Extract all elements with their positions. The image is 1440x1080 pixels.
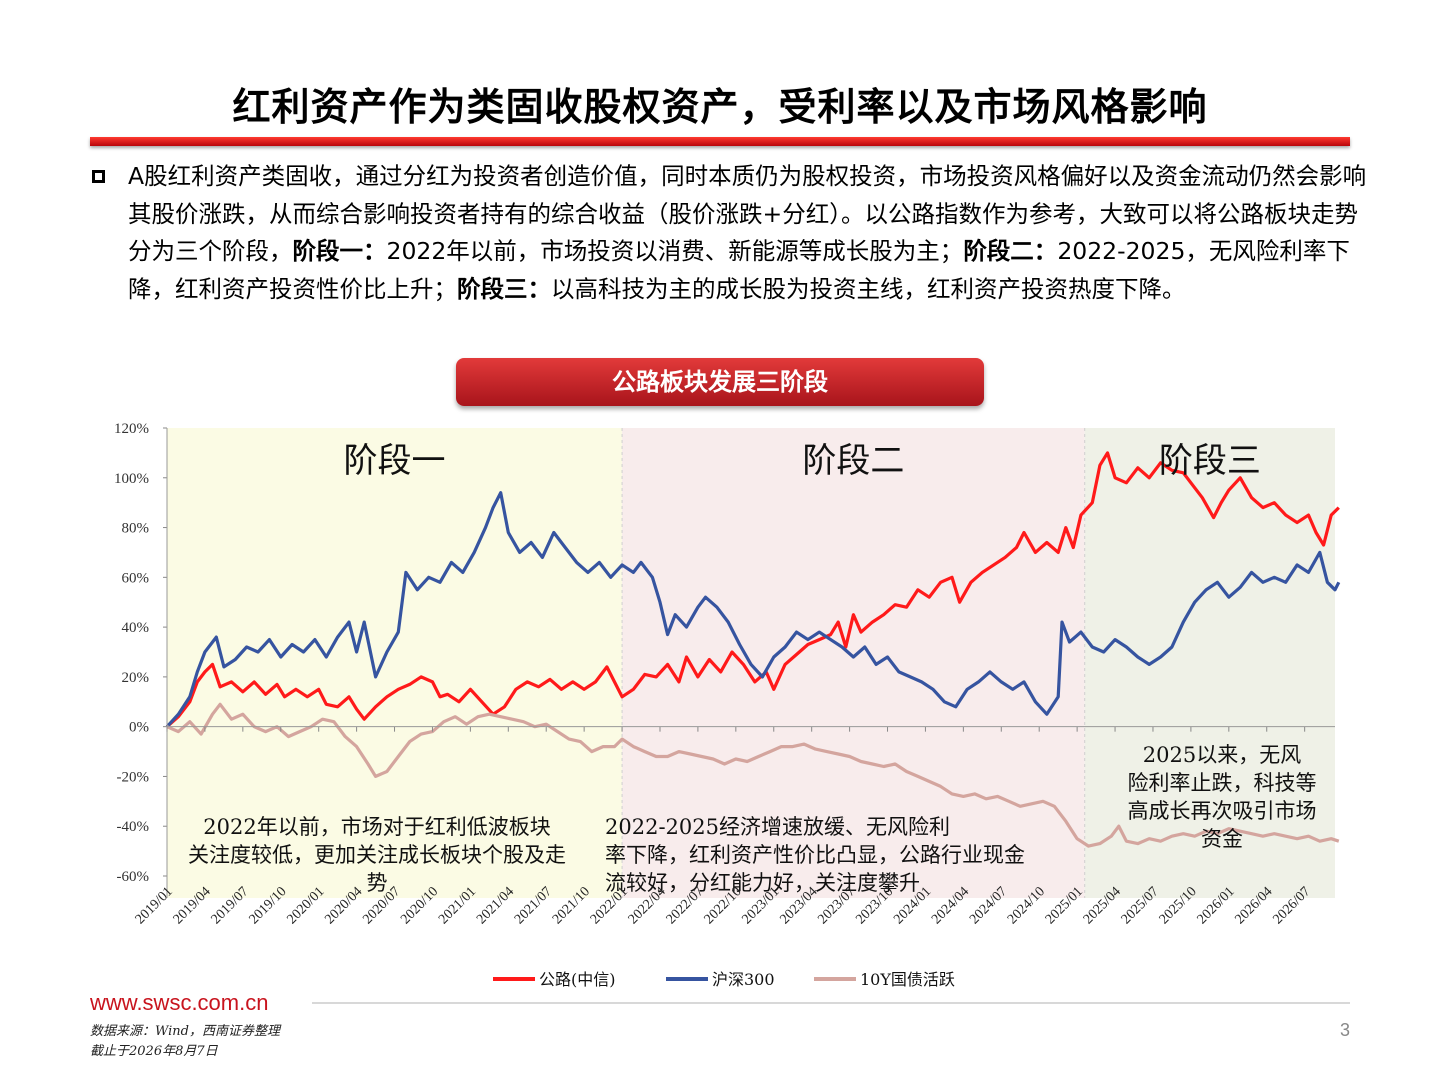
y-tick-label: 0%	[129, 720, 149, 736]
y-tick-label: -20%	[117, 769, 150, 785]
y-tick-label: -60%	[117, 869, 150, 885]
x-tick-label: 2019/01	[133, 884, 176, 927]
title-divider	[90, 137, 1350, 146]
stage1-note: 2022年以前，市场对于红利低波板块关注度较低，更加关注成长板块个股及走势	[188, 815, 566, 895]
y-tick-label: -40%	[117, 819, 150, 835]
stage3-note: 2025以来，无风险利率止跌，科技等高成长再次吸引市场资金	[1128, 743, 1317, 851]
line-chart: 阶段一 阶段二 阶段三 2022年以前，市场对于红利低波板块关注度较低，更加关注成长…	[114, 421, 1341, 989]
footer-divider	[312, 1002, 1350, 1004]
para-text-2: 2022年以前，市场投资以消费、新能源等成长股为主；	[386, 237, 964, 265]
series-line-3	[166, 702, 1340, 848]
para-text-1: A股红利资产类固收，通过分红为投资者创造价值，同时本质仍为股权投资，市场投资风格…	[128, 162, 1367, 265]
footer-website[interactable]: www.swsc.com.cn	[90, 990, 269, 1015]
stage-label-3: 阶段三	[1159, 441, 1261, 481]
y-tick-label: 60%	[122, 570, 150, 586]
cutoff-date-line: 截止于2026年8月7日	[90, 1044, 218, 1059]
para-text-3: 2022-2025，无风险利率下降，红利资产投资性价比上升；	[128, 237, 1350, 303]
y-tick-label: 20%	[122, 670, 150, 686]
stage3-label: 阶段三：	[457, 274, 551, 303]
body-paragraph: A股红利资产类固收，通过分红为投资者创造价值，同时本质仍为股权投资，市场投资风格…	[128, 158, 1368, 308]
stage-band-2	[622, 428, 1085, 898]
source-line: 数据来源：Wind，西南证券整理	[90, 1024, 280, 1039]
series-line-2	[165, 491, 1341, 728]
stage2-label: 阶段二：	[963, 237, 1058, 265]
y-tick-label: 100%	[114, 471, 149, 487]
stage-band-1	[167, 428, 623, 898]
stage2-note: 2022-2025经济增速放缓、无风险利率下降，红利资产性价比凸显，公路行业现金…	[605, 815, 1025, 895]
page-number: 3	[1340, 1020, 1351, 1040]
legend-label-1: 公路(中信)	[539, 970, 616, 989]
data-source: 数据来源：Wind，西南证券整理 截止于2026年8月7日	[90, 1022, 280, 1062]
para-text-4: 以高科技为主的成长股为投资主线，红利资产投资热度下降。	[551, 274, 1186, 303]
legend-label-2: 沪深300	[712, 970, 775, 989]
chart-banner: 公路板块发展三阶段	[456, 358, 984, 406]
slide-title: 红利资产作为类固收股权资产，受利率以及市场风格影响	[232, 85, 1208, 129]
y-tick-label: 120%	[114, 421, 149, 437]
y-tick-label: 80%	[122, 521, 150, 537]
stage-label-2: 阶段二	[802, 441, 904, 481]
stage1-label: 阶段一：	[292, 237, 387, 265]
legend-label-3: 10Y国债活跃	[860, 970, 955, 989]
y-tick-label: 40%	[122, 620, 150, 636]
stage-label-1: 阶段一	[344, 441, 446, 481]
bullet-square-icon	[92, 170, 105, 183]
stage-band-3	[1084, 428, 1335, 898]
